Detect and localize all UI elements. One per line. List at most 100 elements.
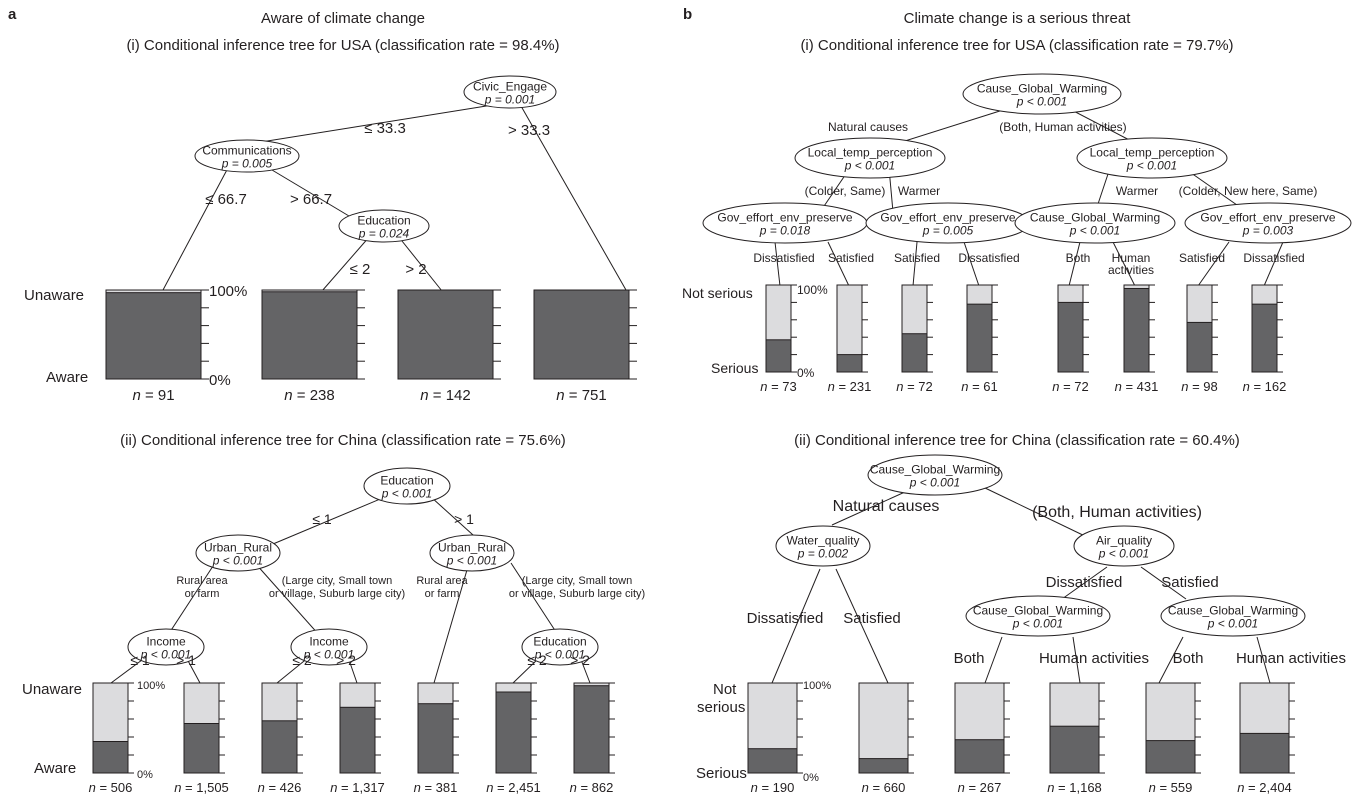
edge-label: (Large city, Small town (522, 575, 632, 587)
panel-a-label: a (8, 6, 17, 23)
edge-label: ≤ 2 (527, 652, 547, 668)
leaf-n-label: n = 559 (1149, 780, 1193, 795)
panel-b-title: Climate change is a serious threat (904, 10, 1132, 27)
panel-a-china-axis: Unaware Aware 100% 0% (22, 680, 165, 781)
node-p-value: p < 0.001 (1012, 616, 1063, 630)
leaf-bar: n = 559 (1145, 682, 1201, 795)
node-variable: Civic_Engage (473, 80, 547, 94)
leaf-bar: n = 72 (896, 284, 933, 394)
node-p-value: p < 0.001 (909, 475, 960, 489)
axis-top-label: Unaware (22, 681, 82, 698)
leaf-n-label: n = 1,168 (1047, 780, 1102, 795)
edge-label: Dissatisfied (1046, 574, 1123, 591)
node-p-value: p = 0.003 (1242, 223, 1294, 237)
node-p-value: p < 0.001 (381, 486, 432, 500)
panel-b-usa-axis: Not serious Serious 100% 0% (682, 283, 828, 380)
tree-connector (321, 235, 371, 292)
edge-label: > 2 (405, 261, 426, 278)
edge-label: Both (1173, 650, 1204, 667)
tree-connector (774, 241, 781, 287)
node-p-value: p < 0.001 (1207, 616, 1258, 630)
leaf-n-label: n = 61 (961, 379, 998, 394)
leaf-bar: n = 1,505 (174, 682, 229, 795)
leaf-n-label: n = 506 (89, 780, 133, 795)
tree-connector (1112, 241, 1136, 287)
node-ellipse (429, 534, 515, 572)
edge-label: ≤ 1 (312, 511, 332, 527)
node-ellipse (463, 75, 557, 109)
panel-b-china-subtitle: (ii) Conditional inference tree for Chin… (794, 432, 1240, 449)
bar-value (858, 758, 909, 774)
leaf-n-label: n = 1,317 (330, 780, 385, 795)
edge-label: Natural causes (828, 120, 908, 134)
leaf-bar: n = 238 (261, 289, 365, 404)
leaf-bar: n = 72 (1052, 284, 1089, 394)
leaf-n-label: n = 190 (751, 780, 795, 795)
bar-value (901, 333, 928, 373)
edge-label: (Both, Human activities) (1032, 504, 1202, 521)
node-ellipse (962, 73, 1122, 115)
tree-connector (165, 562, 216, 639)
tree-connector (1197, 241, 1230, 287)
edge-label: > 2 (570, 652, 590, 668)
leaf-bar: n = 431 (1115, 284, 1158, 394)
node-variable: Urban_Rural (204, 541, 272, 555)
node-p-value: p = 0.002 (797, 546, 849, 560)
edge-label: (Colder, New here, Same) (1179, 184, 1318, 198)
panel-b-usa-subtitle: (i) Conditional inference tree for USA (… (800, 37, 1233, 54)
leaf-bar: n = 61 (961, 284, 998, 394)
node-variable: Cause_Global_Warming (1168, 604, 1298, 618)
edge-label: Satisfied (1179, 251, 1225, 265)
tree-connector (1072, 636, 1081, 684)
axis-bottom-pct: 0% (137, 769, 153, 781)
leaf-n-label: n = 231 (828, 379, 872, 394)
edge-label: Human activities (1039, 650, 1149, 667)
leaf-n-label: n = 91 (132, 387, 174, 404)
node-variable: Cause_Global_Warming (973, 604, 1103, 618)
leaf-bar: n = 751 (533, 289, 637, 404)
bar-value (573, 685, 610, 774)
axis-bottom-label: Serious (696, 765, 747, 782)
bar-value (397, 289, 494, 380)
tree-connector (827, 241, 850, 287)
panel-a-china-edge-labels: ≤ 1 > 1 Rural area or farm (Large city, … (130, 511, 645, 668)
axis-bottom-label: Serious (711, 360, 758, 376)
tree-connector (1140, 566, 1187, 600)
leaf-n-label: n = 862 (570, 780, 614, 795)
panel-a-china-subtitle: (ii) Conditional inference tree for Chin… (120, 432, 566, 449)
panel-a-title: Aware of climate change (261, 10, 425, 27)
node-p-value: p < 0.001 (1069, 223, 1120, 237)
node-p-value: p = 0.001 (484, 92, 535, 106)
node-ellipse (965, 595, 1111, 637)
node-p-value: p < 0.001 (212, 553, 263, 567)
edge-label: > 2 (336, 652, 356, 668)
node-variable: Gov_effort_env_preserve (880, 211, 1016, 225)
tree-connector (912, 241, 918, 287)
leaf-n-label: n = 2,404 (1237, 780, 1292, 795)
node-variable: Income (309, 635, 349, 649)
panel-a-usa-axis: Unaware Aware 100% 0% (24, 283, 247, 389)
panel-b-usa-edge-labels: Natural causes (Both, Human activities) … (753, 120, 1317, 277)
tree-connector (397, 235, 443, 292)
axis-bottom-label: Aware (34, 760, 76, 777)
edge-label: Warmer (898, 184, 940, 198)
bar-value (533, 289, 630, 380)
node-ellipse (867, 454, 1003, 496)
edge-label: Dissatisfied (958, 251, 1019, 265)
tree-connector (272, 496, 386, 545)
node-variable: Education (533, 635, 586, 649)
tree-connector (433, 562, 470, 684)
edge-label: Dissatisfied (1243, 251, 1304, 265)
